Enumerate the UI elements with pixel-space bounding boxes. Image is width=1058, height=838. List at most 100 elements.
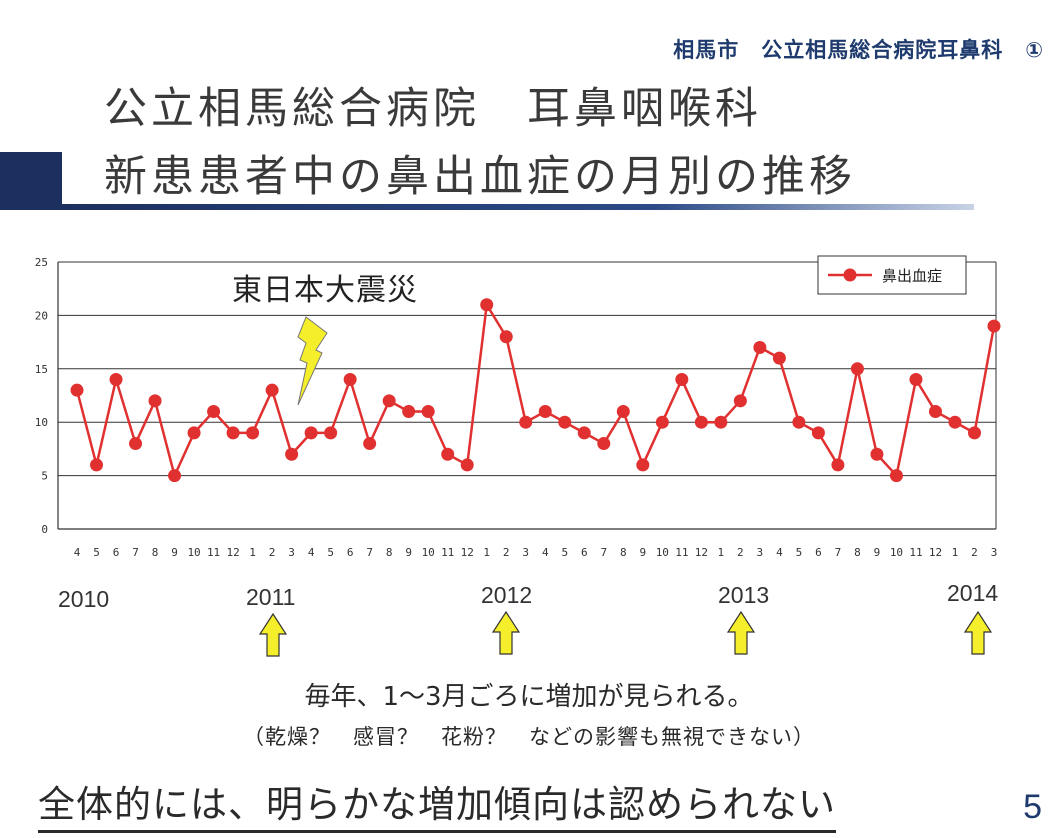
data-point bbox=[226, 426, 240, 440]
data-point bbox=[480, 298, 494, 312]
x-tick-label: 9 bbox=[874, 546, 881, 559]
x-tick-label: 10 bbox=[422, 546, 435, 559]
x-tick-label: 9 bbox=[405, 546, 412, 559]
data-point bbox=[246, 426, 260, 440]
data-point bbox=[207, 405, 221, 419]
data-point bbox=[889, 469, 903, 483]
x-tick-label: 5 bbox=[561, 546, 568, 559]
x-tick-label: 5 bbox=[327, 546, 334, 559]
x-tick-label: 11 bbox=[675, 546, 688, 559]
series-line bbox=[75, 303, 996, 477]
x-tick-label: 12 bbox=[929, 546, 942, 559]
data-point bbox=[363, 437, 377, 451]
y-tick-label: 0 bbox=[41, 523, 48, 536]
x-tick-label: 11 bbox=[909, 546, 922, 559]
x-tick-label: 11 bbox=[207, 546, 220, 559]
up-arrow-icon bbox=[492, 611, 520, 655]
header-tag: 相馬市 公立相馬総合病院耳鼻科 ① bbox=[673, 38, 1044, 62]
x-tick-label: 3 bbox=[991, 546, 998, 559]
data-point bbox=[850, 362, 864, 376]
data-point bbox=[655, 415, 669, 429]
data-point bbox=[831, 458, 845, 472]
x-tick-label: 4 bbox=[308, 546, 315, 559]
x-tick-label: 10 bbox=[187, 546, 200, 559]
data-point bbox=[382, 394, 396, 408]
data-point bbox=[285, 447, 299, 461]
lightning-icon bbox=[297, 316, 328, 406]
up-arrow-icon bbox=[727, 611, 755, 655]
y-tick-label: 5 bbox=[41, 470, 48, 483]
y-tick-label: 15 bbox=[35, 363, 48, 376]
data-point bbox=[733, 394, 747, 408]
x-tick-label: 6 bbox=[815, 546, 822, 559]
data-point bbox=[519, 415, 533, 429]
data-point bbox=[304, 426, 318, 440]
year-label-2010: 2010 bbox=[58, 586, 110, 612]
data-point bbox=[70, 383, 84, 397]
x-tick-label: 4 bbox=[542, 546, 549, 559]
x-tick-label: 1 bbox=[718, 546, 725, 559]
x-tick-label: 2 bbox=[269, 546, 276, 559]
year-label-2012: 2012 bbox=[481, 582, 533, 608]
data-point bbox=[597, 437, 611, 451]
page-number: 5 bbox=[1023, 788, 1042, 826]
x-tick-label: 6 bbox=[113, 546, 120, 559]
data-point bbox=[148, 394, 162, 408]
data-point bbox=[753, 340, 767, 354]
observation-note: 毎年、1～3月ごろに増加が見られる。 bbox=[304, 682, 754, 712]
data-point bbox=[187, 426, 201, 440]
x-tick-label: 2 bbox=[971, 546, 978, 559]
x-tick-label: 3 bbox=[288, 546, 295, 559]
data-point bbox=[577, 426, 591, 440]
data-point bbox=[109, 372, 123, 386]
data-point bbox=[675, 372, 689, 386]
data-point bbox=[928, 405, 942, 419]
data-point bbox=[694, 415, 708, 429]
data-point bbox=[538, 405, 552, 419]
data-point bbox=[792, 415, 806, 429]
y-tick-label: 25 bbox=[35, 256, 48, 269]
year-label-2013: 2013 bbox=[718, 582, 770, 608]
x-tick-label: 1 bbox=[952, 546, 959, 559]
x-tick-label: 8 bbox=[152, 546, 159, 559]
x-tick-label: 8 bbox=[386, 546, 393, 559]
data-point bbox=[402, 405, 416, 419]
data-point bbox=[421, 405, 435, 419]
data-point bbox=[441, 447, 455, 461]
data-point bbox=[967, 426, 981, 440]
x-tick-label: 1 bbox=[249, 546, 256, 559]
x-tick-label: 5 bbox=[93, 546, 100, 559]
page-title-line-1: 公立相馬総合病院 耳鼻咽喉科 bbox=[104, 84, 762, 134]
data-point bbox=[870, 447, 884, 461]
legend-marker bbox=[843, 268, 857, 282]
annotation-label: 東日本大震災 bbox=[232, 273, 418, 308]
y-tick-label: 10 bbox=[35, 416, 48, 429]
data-point bbox=[558, 415, 572, 429]
data-point bbox=[948, 415, 962, 429]
x-tick-label: 7 bbox=[132, 546, 139, 559]
x-tick-label: 2 bbox=[503, 546, 510, 559]
data-point bbox=[265, 383, 279, 397]
year-label-2014: 2014 bbox=[947, 580, 999, 606]
x-tick-label: 10 bbox=[890, 546, 903, 559]
data-point bbox=[499, 330, 513, 344]
data-point bbox=[129, 437, 143, 451]
data-point bbox=[909, 372, 923, 386]
x-tick-label: 3 bbox=[757, 546, 764, 559]
up-arrow-icon bbox=[964, 611, 992, 655]
title-accent-block bbox=[0, 152, 62, 210]
data-point bbox=[714, 415, 728, 429]
x-tick-label: 8 bbox=[854, 546, 861, 559]
observation-subnote: （乾燥？ 感冒？ 花粉？ などの影響も無視できない） bbox=[243, 725, 815, 749]
x-tick-label: 8 bbox=[620, 546, 627, 559]
data-point bbox=[460, 458, 474, 472]
x-tick-label: 11 bbox=[441, 546, 454, 559]
data-point bbox=[324, 426, 338, 440]
data-point bbox=[987, 319, 1001, 333]
conclusion-text: 全体的には、明らかな増加傾向は認められない bbox=[38, 774, 836, 833]
x-tick-label: 7 bbox=[366, 546, 373, 559]
data-point bbox=[811, 426, 825, 440]
x-tick-label: 12 bbox=[695, 546, 708, 559]
x-tick-label: 4 bbox=[74, 546, 81, 559]
